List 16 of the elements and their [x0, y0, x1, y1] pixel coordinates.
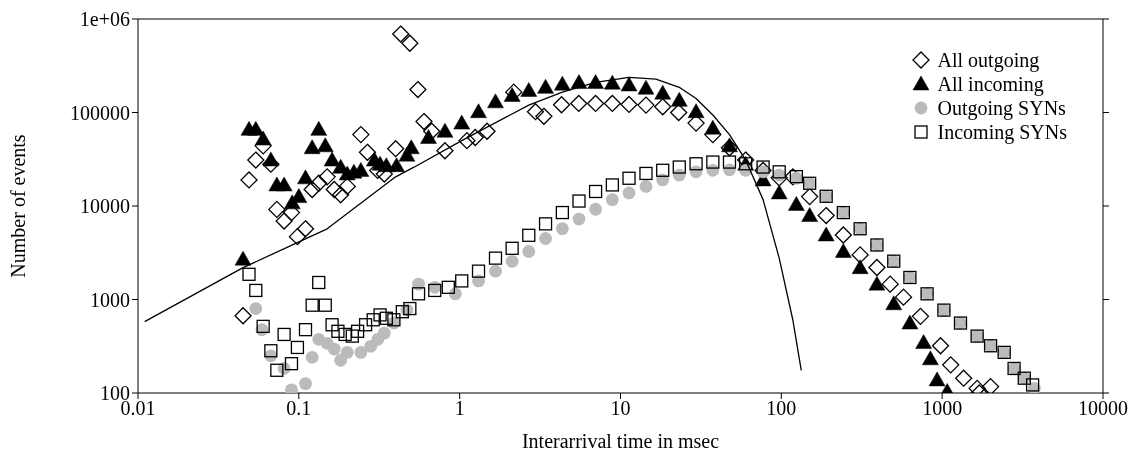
x-tick-label: 10000	[1078, 397, 1128, 420]
x-tick-label: 100	[766, 397, 797, 420]
legend-label: Outgoing SYNs	[937, 96, 1066, 120]
legend-label: All incoming	[937, 72, 1044, 96]
y-tick-label: 10000	[80, 195, 130, 218]
legend-label: Incoming SYNs	[937, 120, 1067, 144]
y-tick-label: 100000	[70, 101, 130, 124]
y-axis-title: Number of events	[7, 134, 30, 278]
legend-label: All outgoing	[937, 48, 1040, 72]
x-tick-label: 1000	[922, 397, 963, 420]
x-tick-label: 10	[610, 397, 631, 420]
y-tick-label: 1e+06	[79, 8, 130, 31]
y-tick-label: 1000	[90, 288, 130, 311]
x-tick-label: 0.1	[286, 397, 312, 420]
x-tick-label: 1	[454, 397, 465, 420]
x-axis-title: Interarrival time in msec	[521, 430, 720, 452]
